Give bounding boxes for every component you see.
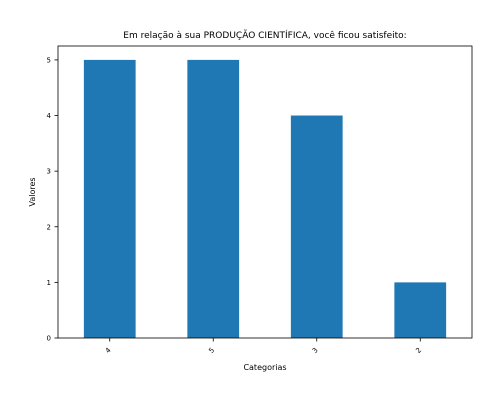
- x-tick-label-5: 5: [207, 346, 216, 355]
- x-axis-label: Categorias: [243, 363, 286, 372]
- bar-5: [187, 59, 240, 339]
- y-tick-label-5: 5: [47, 56, 51, 64]
- bar-3: [290, 115, 343, 339]
- y-tick-label-1: 1: [47, 279, 51, 287]
- bar-4: [83, 59, 136, 339]
- plot-area: [83, 59, 447, 339]
- y-axis-label: Valores: [28, 177, 37, 206]
- y-axis: 0 1 2 3 4 5: [47, 56, 58, 343]
- x-axis: 4 5 3 2: [104, 338, 423, 355]
- chart-title: Em relação à sua PRODUÇÃO CIENTÍFICA, vo…: [123, 29, 406, 41]
- y-tick-label-0: 0: [47, 335, 51, 343]
- bar-2: [394, 282, 447, 338]
- y-tick-label-2: 2: [47, 223, 51, 231]
- plot-frame: [57, 45, 473, 339]
- x-tick-label-4: 4: [104, 346, 113, 355]
- x-tick-label-2: 2: [414, 346, 423, 355]
- y-tick-label-4: 4: [47, 112, 52, 120]
- x-tick-label-3: 3: [311, 346, 320, 355]
- y-tick-label-3: 3: [47, 168, 51, 176]
